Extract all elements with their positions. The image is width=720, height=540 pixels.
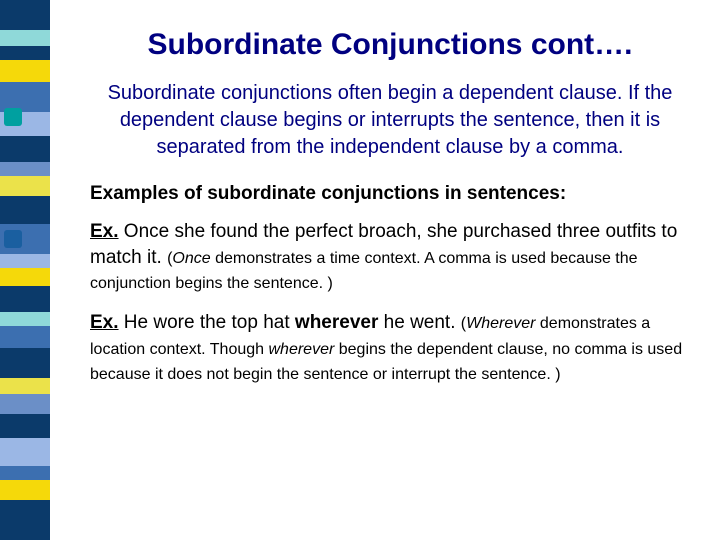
sidebar-stripe xyxy=(0,348,50,378)
sidebar-stripe xyxy=(0,480,50,500)
sidebar-stripe xyxy=(0,378,50,394)
sidebar-stripe xyxy=(0,438,50,466)
example-2: Ex. He wore the top hat wherever he went… xyxy=(90,310,690,387)
sidebar-stripe xyxy=(0,500,50,540)
sidebar-stripe xyxy=(0,312,50,326)
sidebar-stripe xyxy=(0,60,50,82)
example-explanation: (Once demonstrates a time context. A com… xyxy=(90,250,638,293)
sidebar-stripe xyxy=(0,30,50,46)
example-label: Ex. xyxy=(90,221,119,242)
bullet-icon xyxy=(4,230,22,248)
decorative-sidebar xyxy=(0,0,50,540)
examples-heading: Examples of subordinate conjunctions in … xyxy=(90,183,690,205)
slide-title: Subordinate Conjunctions cont…. xyxy=(90,28,690,62)
sidebar-stripe xyxy=(0,136,50,162)
sidebar-stripe xyxy=(0,46,50,60)
sidebar-stripe xyxy=(0,414,50,438)
example-1: Ex. Once she found the perfect broach, s… xyxy=(90,219,690,296)
sidebar-stripe xyxy=(0,466,50,480)
example-main-bold: wherever xyxy=(295,312,378,333)
sidebar-stripe xyxy=(0,0,50,30)
sidebar-stripe xyxy=(0,254,50,268)
sidebar-stripe xyxy=(0,326,50,348)
sidebar-stripe xyxy=(0,286,50,312)
sidebar-stripe xyxy=(0,176,50,196)
slide-content: Subordinate Conjunctions cont…. Subordin… xyxy=(60,0,710,540)
sidebar-stripe xyxy=(0,268,50,286)
example-main-pre: He wore the top hat xyxy=(119,312,295,333)
sidebar-stripe xyxy=(0,162,50,176)
example-label: Ex. xyxy=(90,312,119,333)
sidebar-stripe xyxy=(0,196,50,224)
intro-paragraph: Subordinate conjunctions often begin a d… xyxy=(90,80,690,161)
example-main-post: he went. xyxy=(378,312,460,333)
sidebar-stripe xyxy=(0,394,50,414)
bullet-icon xyxy=(4,108,22,126)
